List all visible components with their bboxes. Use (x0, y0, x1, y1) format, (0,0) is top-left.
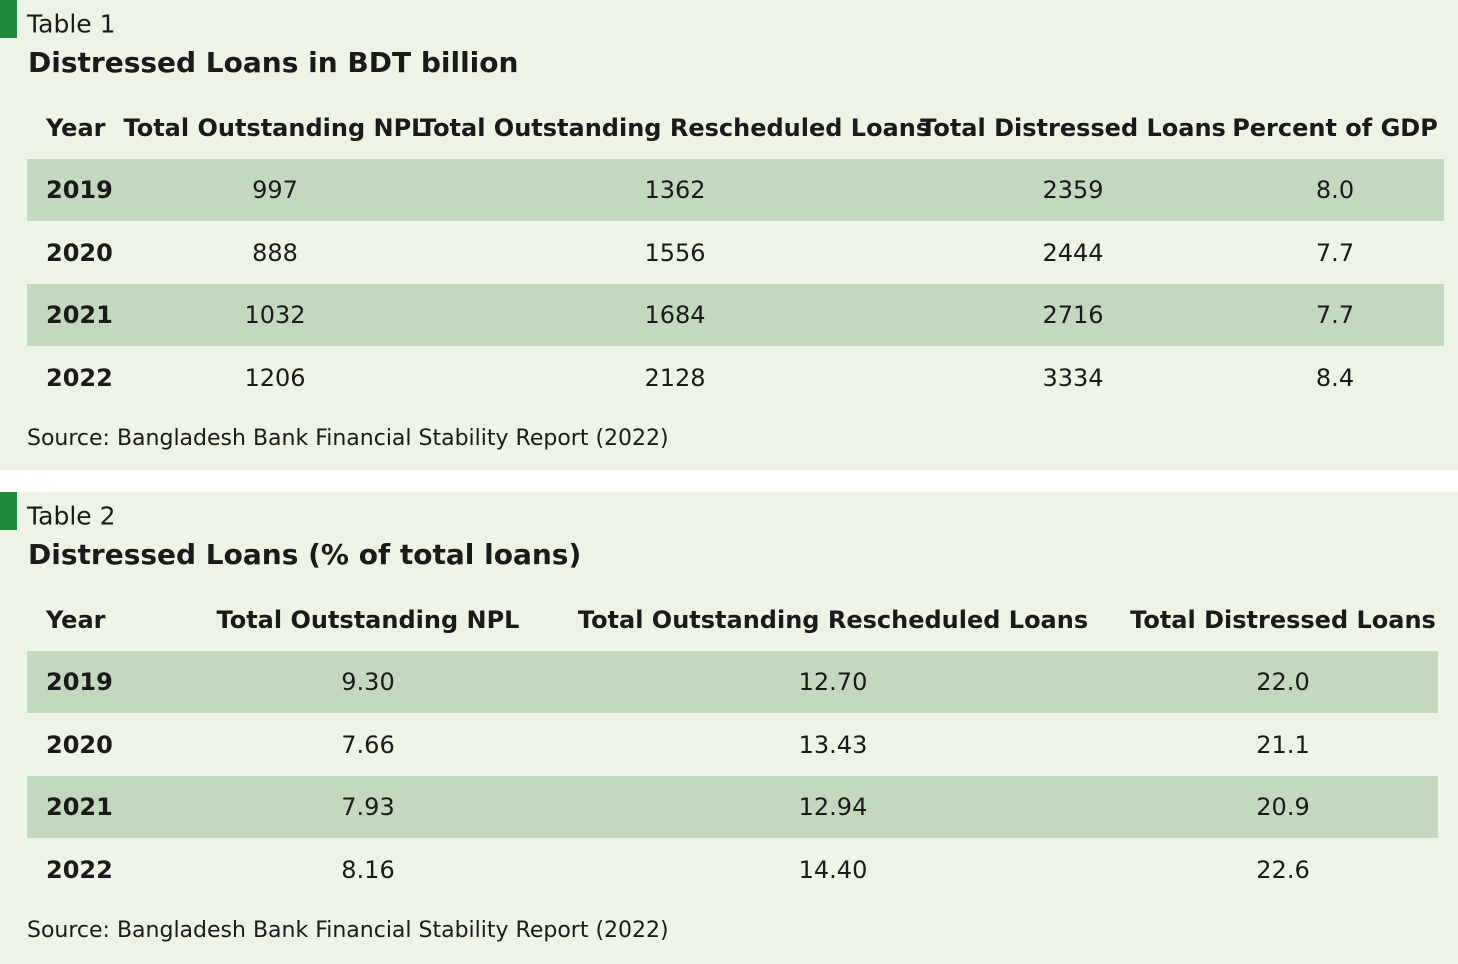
column-header: Total Outstanding NPL (123, 114, 427, 142)
row-year: 2022 (46, 856, 113, 885)
table-cell: 8.4 (1315, 364, 1355, 393)
table-cell: 7.7 (1315, 238, 1355, 267)
table-cell: 2128 (644, 364, 706, 393)
table-cell: 2359 (1042, 176, 1104, 204)
table-cell: 1556 (644, 238, 706, 267)
table-cell: 8.16 (341, 856, 395, 885)
column-header: Year (46, 606, 106, 634)
panel (0, 0, 1458, 470)
table-cell: 21.1 (1256, 730, 1310, 759)
table-title: Distressed Loans (% of total loans) (28, 538, 582, 571)
table-cell: 14.40 (798, 856, 868, 885)
source-note: Source: Bangladesh Bank Financial Stabil… (27, 426, 669, 451)
row-year: 2020 (46, 730, 113, 759)
table-cell: 3334 (1042, 364, 1104, 393)
row-year: 2020 (46, 238, 113, 267)
panel (0, 492, 1458, 964)
accent-bar (0, 492, 17, 530)
column-header: Total Outstanding Rescheduled Loans (577, 606, 1089, 634)
table-cell: 12.94 (798, 793, 868, 822)
table-cell: 7.93 (341, 793, 395, 822)
row-band (27, 651, 1438, 713)
table-label: Table 2 (27, 501, 116, 531)
table-cell: 9.30 (341, 668, 395, 696)
column-header: Total Outstanding Rescheduled Loans (419, 114, 931, 142)
table-label: Table 1 (27, 9, 116, 39)
column-header: Year (46, 114, 106, 142)
row-year: 2022 (46, 364, 113, 393)
table-title: Distressed Loans in BDT billion (28, 46, 519, 79)
table-cell: 12.70 (798, 668, 868, 696)
table-cell: 1206 (244, 364, 306, 393)
table-cell: 20.9 (1256, 793, 1310, 822)
table-cell: 2444 (1042, 238, 1104, 267)
table-cell: 997 (252, 176, 298, 204)
row-band (27, 776, 1438, 839)
table-cell: 22.6 (1256, 856, 1310, 885)
table-cell: 13.43 (798, 730, 868, 759)
table-cell: 7.7 (1315, 301, 1355, 330)
row-band (27, 284, 1444, 347)
table-cell: 7.66 (341, 730, 395, 759)
table-cell: 1032 (244, 301, 306, 330)
column-header: Total Outstanding NPL (216, 606, 520, 634)
table-cell: 22.0 (1256, 668, 1310, 696)
source-note: Source: Bangladesh Bank Financial Stabil… (27, 918, 669, 943)
row-year: 2019 (46, 176, 113, 204)
table-cell: 8.0 (1315, 176, 1355, 204)
accent-bar (0, 0, 17, 38)
row-band (27, 159, 1444, 221)
column-header: Percent of GDP (1232, 114, 1438, 142)
row-year: 2021 (46, 301, 113, 330)
table-cell: 1684 (644, 301, 706, 330)
table-cell: 888 (252, 238, 298, 267)
row-year: 2019 (46, 668, 113, 696)
row-year: 2021 (46, 793, 113, 822)
table-cell: 1362 (644, 176, 706, 204)
column-header: Total Distressed Loans (920, 114, 1226, 142)
column-header: Total Distressed Loans (1130, 606, 1436, 634)
table-cell: 2716 (1042, 301, 1104, 330)
